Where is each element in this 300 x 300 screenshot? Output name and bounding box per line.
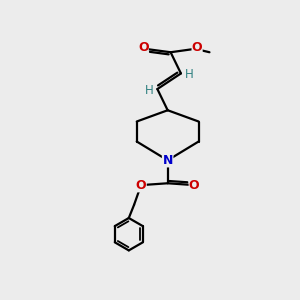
Text: O: O	[192, 41, 203, 54]
Text: O: O	[189, 179, 200, 192]
Text: O: O	[138, 41, 148, 54]
Text: N: N	[163, 154, 173, 167]
Text: H: H	[145, 84, 154, 97]
Text: O: O	[136, 179, 146, 192]
Text: H: H	[184, 68, 193, 81]
